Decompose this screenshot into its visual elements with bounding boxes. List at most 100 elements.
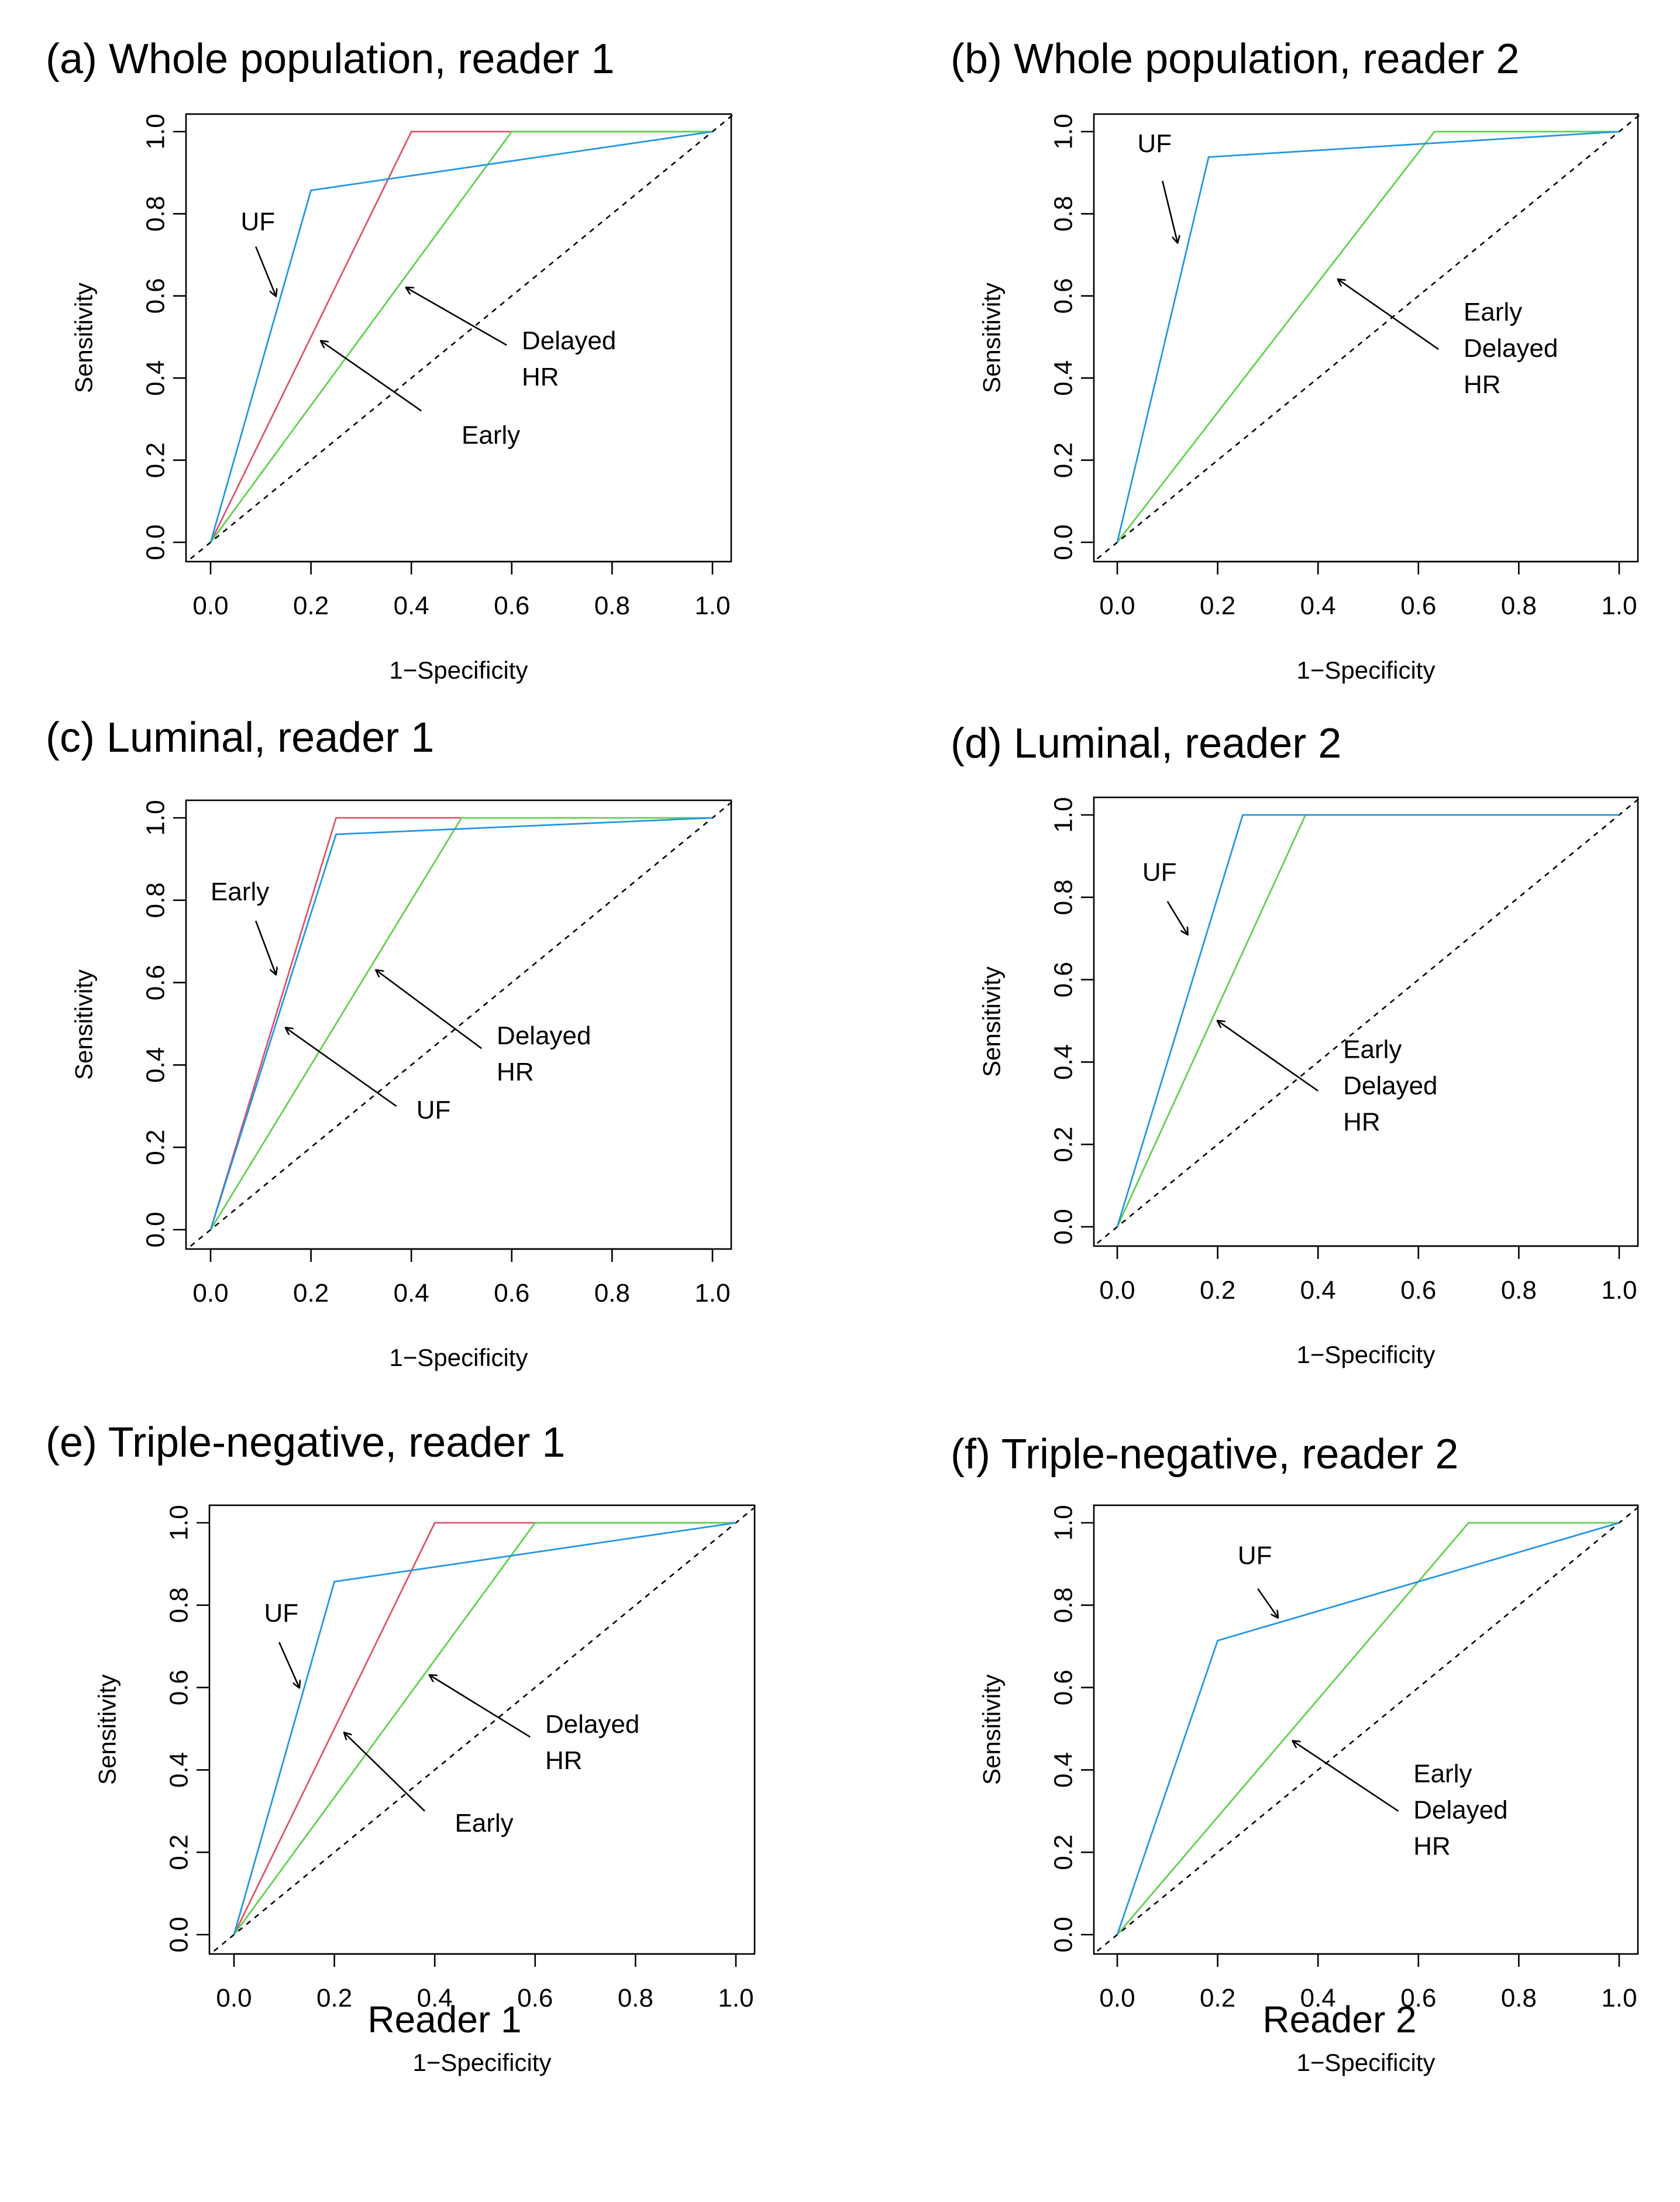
annotation-label: HR [522, 363, 559, 391]
y-tick-label: 1.0 [142, 113, 170, 149]
x-tick-label: 0.0 [1099, 1984, 1135, 2012]
roc-series-delayed-hr [233, 1522, 736, 1935]
annotation-arrow [1218, 1021, 1318, 1092]
x-tick-label: 1.0 [1601, 591, 1637, 620]
y-tick-label: 0.6 [1049, 1670, 1078, 1705]
x-axis-label: 1−Specificity [1297, 656, 1435, 684]
annotation-arrow [1293, 1741, 1399, 1812]
x-tick-label: 1.0 [718, 1984, 753, 2012]
x-axis-label: 1−Specificity [1297, 1341, 1435, 1368]
annotation-label: Delayed [1343, 1071, 1437, 1100]
y-tick-label: 0.0 [142, 524, 170, 560]
y-tick-label: 0.2 [1049, 442, 1078, 478]
panel-b: (b) Whole population, reader 2 0.0 0.2 0.4 0… [951, 36, 1640, 684]
x-tick-label: 0.8 [594, 1279, 630, 1308]
y-tick-label: 0.4 [1049, 1752, 1078, 1788]
x-tick-label: 1.0 [694, 1279, 730, 1308]
roc-series-uf [209, 817, 713, 1230]
y-tick-label: 0.0 [1049, 524, 1078, 560]
panel-a: (a) Whole population, reader 1 0.0 0.2 0.4 0… [46, 36, 734, 684]
x-tick-label: 0.0 [1099, 591, 1135, 620]
roc-series-uf [1116, 814, 1619, 1227]
x-axis-label: 1−Specificity [390, 656, 528, 684]
x-tick-label: 0.6 [1400, 1984, 1436, 2012]
annotation-arrow [376, 970, 483, 1050]
annotation-label: Delayed [1413, 1796, 1507, 1825]
panel-e: (e) Triple-negative, reader 1 0.0 0.2 0.4 0.… [46, 1419, 757, 2076]
annotation-arrow [1257, 1588, 1278, 1618]
y-tick-label: 0.0 [165, 1917, 194, 1952]
roc-series-uf [1116, 1522, 1620, 1935]
x-tick-label: 0.4 [394, 591, 429, 620]
annotation-arrow [286, 1028, 397, 1107]
annotation-label: Delayed [1464, 334, 1558, 363]
annotation-arrow [345, 1733, 425, 1812]
x-tick-label: 0.0 [1099, 1276, 1135, 1305]
annotation-label: Early [1413, 1760, 1472, 1788]
roc-series-uf [209, 130, 713, 543]
annotation-label: UF [240, 207, 275, 236]
x-tick-label: 0.4 [1300, 1276, 1336, 1305]
x-tick-label: 0.8 [1501, 591, 1537, 620]
panel-title: (b) Whole population, reader 2 [951, 36, 1520, 82]
y-tick-label: 1.0 [1049, 113, 1078, 149]
annotation-label: Delayed [522, 326, 616, 355]
y-tick-label: 0.4 [1049, 1044, 1078, 1080]
chance-diagonal [213, 1505, 757, 1952]
y-tick-label: 0.2 [142, 442, 170, 478]
x-tick-label: 0.2 [1200, 1984, 1235, 2012]
panel-title: (f) Triple-negative, reader 2 [951, 1431, 1458, 1478]
roc-series-early-delayed-hr [1116, 130, 1619, 543]
chance-diagonal [190, 114, 734, 560]
plot-frame [1093, 1504, 1639, 1955]
reader-1-label: Reader 1 [367, 1998, 522, 2041]
y-tick-label: 0.2 [165, 1835, 194, 1870]
x-axis-label: 1−Specificity [390, 1344, 528, 1371]
x-tick-label: 0.8 [1501, 1276, 1537, 1305]
annotation-arrow [255, 920, 276, 975]
annotation-label: HR [497, 1058, 534, 1086]
x-tick-label: 0.0 [192, 591, 228, 620]
annotation-label: Early [1464, 298, 1522, 326]
x-axis-label: 1−Specificity [413, 2049, 552, 2076]
x-tick-label: 0.8 [594, 591, 630, 620]
annotation-label: Early [455, 1809, 514, 1838]
annotation-label: UF [1137, 129, 1172, 158]
plot-frame [185, 799, 732, 1250]
y-tick-label: 0.8 [142, 196, 170, 232]
annotation-arrow [321, 341, 422, 412]
x-tick-label: 0.2 [293, 591, 329, 620]
y-tick-label: 0.6 [165, 1670, 194, 1705]
y-axis-label: Sensitivity [978, 283, 1006, 393]
chance-diagonal [1096, 114, 1640, 560]
y-tick-label: 0.4 [1049, 360, 1078, 396]
annotation-label: HR [1464, 370, 1501, 399]
y-tick-label: 0.2 [1049, 1835, 1078, 1870]
roc-series-early-delayed-hr [1116, 1522, 1619, 1935]
x-tick-label: 0.4 [394, 1279, 429, 1308]
y-axis-label: Sensitivity [70, 283, 98, 393]
roc-series-delayed-hr [209, 130, 712, 543]
annotation-label: UF [264, 1599, 298, 1628]
annotation-label: Delayed [545, 1710, 639, 1739]
y-tick-label: 1.0 [142, 800, 170, 835]
y-axis-label: Sensitivity [94, 1674, 121, 1785]
roc-series-uf [1116, 130, 1620, 543]
annotation-label: Early [1343, 1035, 1402, 1064]
annotation-label: UF [416, 1096, 451, 1124]
y-tick-label: 0.8 [165, 1587, 194, 1623]
reader-2-label: Reader 2 [1262, 1998, 1417, 2041]
x-tick-label: 0.4 [1300, 591, 1336, 620]
x-tick-label: 0.6 [517, 1984, 553, 2012]
roc-series-delayed-hr [209, 817, 712, 1230]
panel-f: (f) Triple-negative, reader 2 0.0 0.2 0.4 0.… [951, 1431, 1640, 2076]
roc-series-early [209, 817, 462, 1230]
x-tick-label: 0.8 [1501, 1984, 1537, 2012]
chance-diagonal [190, 800, 734, 1247]
x-tick-label: 0.2 [1200, 1276, 1235, 1305]
y-tick-label: 0.0 [1049, 1917, 1078, 1952]
plot-frame [208, 1504, 756, 1955]
x-tick-label: 0.6 [494, 1279, 529, 1308]
panel-title: (e) Triple-negative, reader 1 [46, 1419, 565, 1466]
